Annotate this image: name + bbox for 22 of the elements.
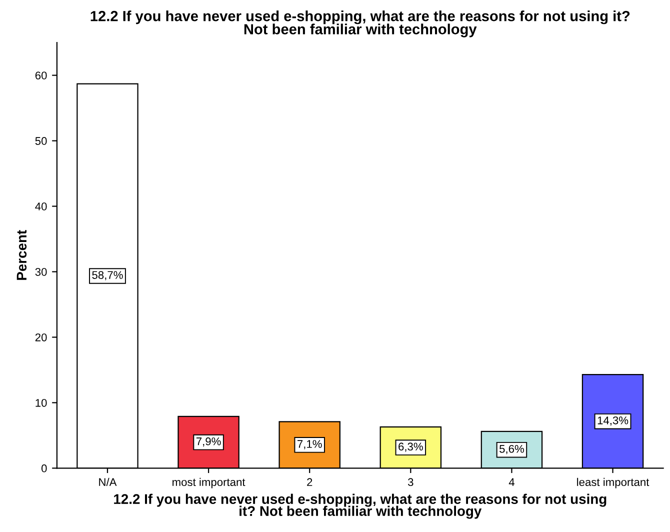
data-label: 14,3% (598, 416, 628, 426)
y-tick-label: 30 (35, 268, 47, 276)
y-tick-label: 0 (41, 464, 47, 472)
data-label: 7,1% (298, 440, 322, 450)
x-tick-label: 3 (408, 478, 414, 486)
x-axis-title: 12.2 If you have never used e-shopping, what are the reasons for not using it? Not been familiar with technology (114, 494, 606, 519)
x-tick-label: least important (577, 478, 650, 488)
x-tick-label: 4 (508, 478, 514, 486)
y-tick-label: 40 (35, 202, 47, 210)
y-tick-label: 20 (35, 333, 47, 342)
data-label: 58,7% (92, 271, 123, 280)
data-label: 7,9% (196, 437, 221, 447)
data-label: 6,3% (398, 442, 423, 452)
chart-title: 12.2 If you have never used e-shopping, what are the reasons for not using it? Not been familiar with technology (90, 10, 630, 38)
y-tick-label: 50 (35, 137, 47, 145)
x-tick-label: most important (172, 478, 246, 488)
y-tick-label: 10 (36, 398, 47, 407)
y-tick-label: 60 (35, 72, 47, 80)
y-axis-title: Percent (16, 230, 27, 280)
data-label: 5,6% (499, 444, 524, 454)
x-tick-label: 2 (307, 478, 312, 486)
x-tick-label: N/A (99, 478, 117, 486)
